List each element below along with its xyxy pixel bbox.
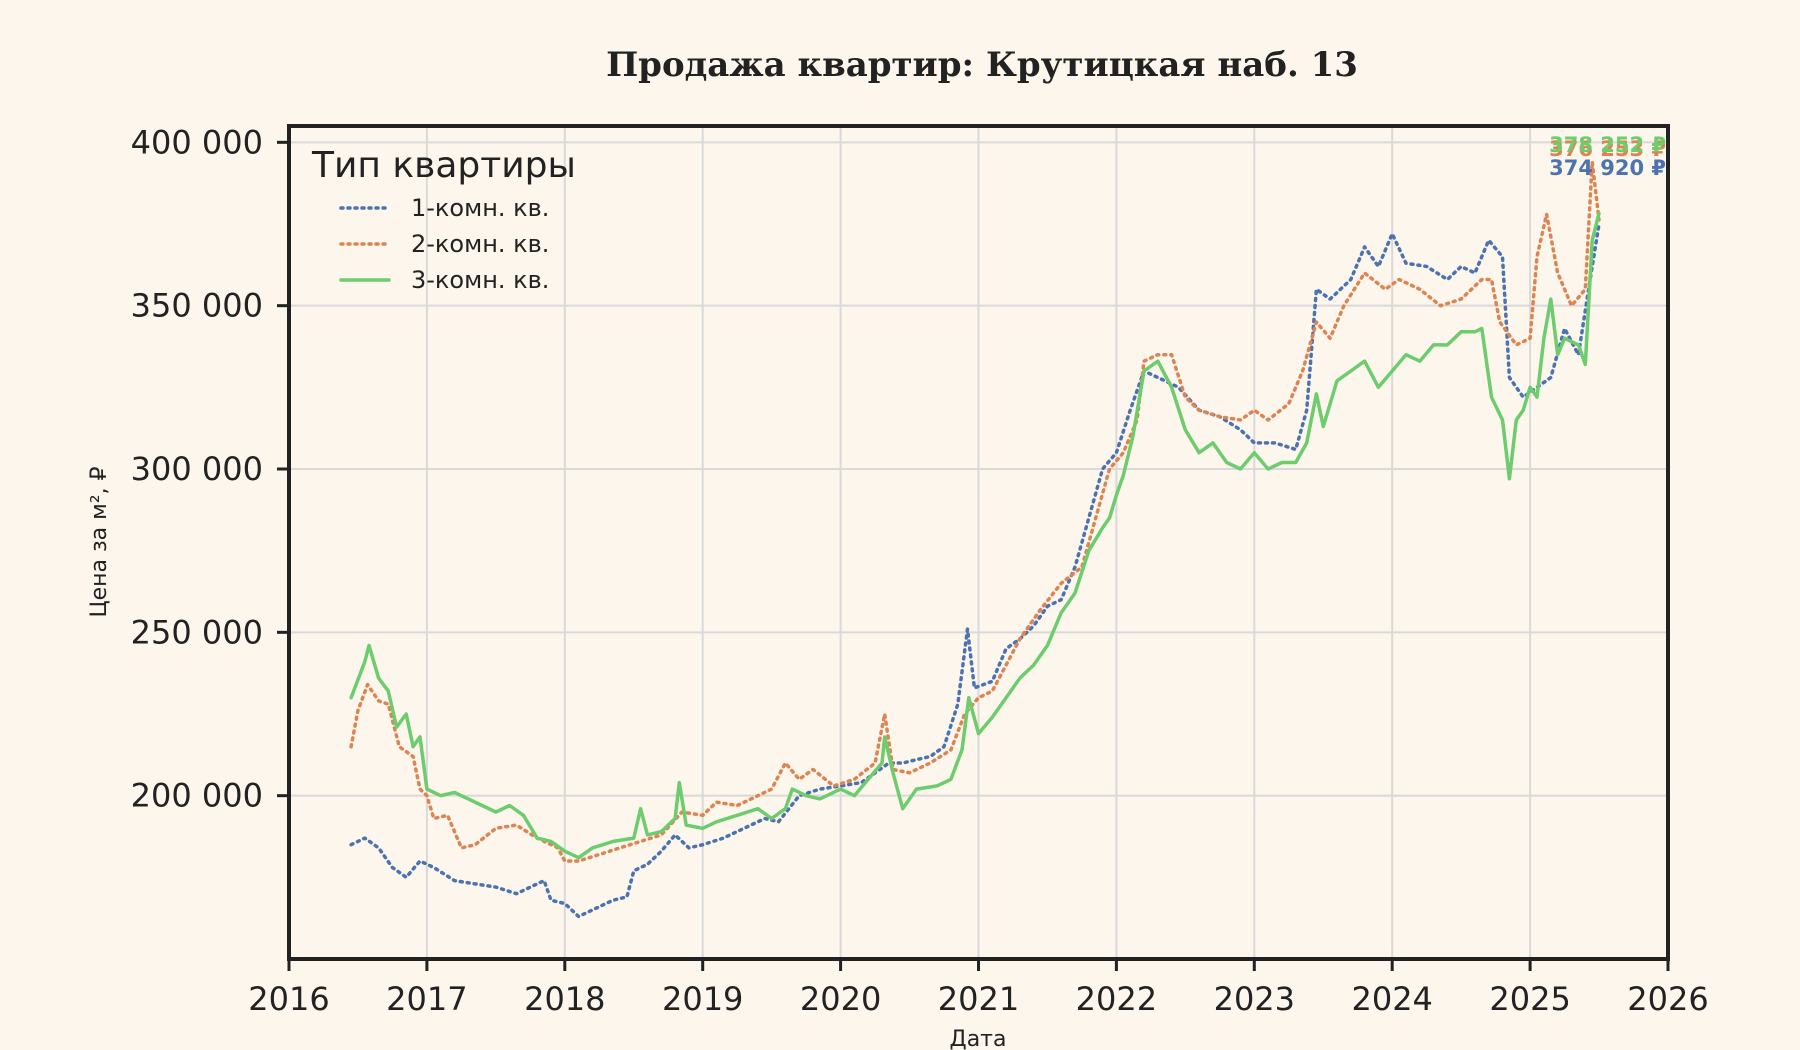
legend-label-3: 3-комн. кв. [411,266,549,294]
series-end-label-1: 374 920 ₽ [1549,156,1666,180]
y-axis-label: Цена за м², ₽ [87,466,112,617]
series-end-label-3: 378 252 ₽ [1549,133,1666,157]
legend-label-1: 1-комн. кв. [411,194,549,222]
chart-title: Продажа квартир: Крутицкая наб. 13 [606,45,1358,85]
x-tick-label: 2021 [938,980,1019,1018]
x-tick-label: 2018 [524,980,605,1018]
x-axis: 2016 2017 2018 2019 2020 2021 2022 2023 2024 2025… [248,959,1709,1018]
legend: Тип квартиры 1-комн. кв. 2-комн. кв. 3-ком… [311,145,576,294]
series-layer [349,160,1601,919]
y-tick-label: 300 000 [131,450,263,488]
x-tick-label: 2024 [1351,980,1432,1018]
series-line-2 [349,160,1601,863]
x-tick-label: 2023 [1214,980,1295,1018]
series-end-label-2: 376 253 ₽ [1549,137,1666,161]
end-labels: 374 920 ₽376 253 ₽378 252 ₽ [1549,133,1666,180]
series-line-3 [349,211,1601,860]
x-tick-label: 2017 [386,980,467,1018]
x-tick-label: 2025 [1489,980,1570,1018]
y-tick-label: 350 000 [131,287,263,325]
y-tick-label: 250 000 [131,613,263,651]
x-tick-label: 2026 [1627,980,1708,1018]
legend-label-2: 2-комн. кв. [411,230,549,258]
x-tick-label: 2016 [248,980,329,1018]
x-tick-label: 2019 [662,980,743,1018]
x-tick-label: 2020 [800,980,881,1018]
legend-title: Тип квартиры [311,145,576,186]
series-line-1 [349,222,1601,919]
y-tick-label: 400 000 [131,123,263,161]
x-tick-label: 2022 [1076,980,1157,1018]
y-axis: 200 000 250 000 300 000 350 000 400 000 [131,123,289,815]
x-axis-label: Дата [950,1027,1007,1050]
y-tick-label: 200 000 [131,777,263,815]
